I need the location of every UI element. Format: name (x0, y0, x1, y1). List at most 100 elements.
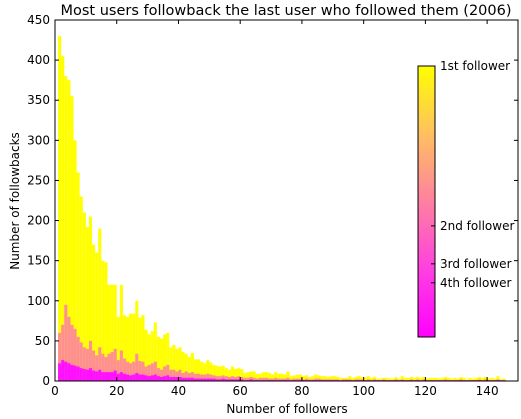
bar-4th-follower-40 (178, 376, 182, 381)
bar-1st-follower-68 (264, 372, 268, 381)
bar-1st-follower-1 (58, 36, 62, 382)
bar-2nd-follower-30 (147, 364, 151, 381)
bar-2nd-follower-56 (227, 376, 231, 381)
bar-2nd-follower-21 (119, 350, 123, 381)
bar-4th-follower-59 (237, 379, 241, 381)
colorbar-label-3: 3rd follower (440, 257, 512, 271)
bar-2nd-follower-79 (298, 378, 302, 381)
bar-2nd-follower-1 (58, 332, 62, 381)
bar-1st-follower-54 (221, 365, 225, 381)
x-tick-label: 20 (109, 384, 124, 398)
bar-1st-follower-125 (440, 377, 444, 381)
bar-1st-follower-56 (227, 369, 231, 381)
bar-2nd-follower-39 (175, 371, 179, 381)
bar-1st-follower-52 (215, 365, 219, 381)
bar-1st-follower-102 (369, 377, 373, 381)
bar-1st-follower-118 (419, 377, 423, 381)
bar-1st-follower-50 (209, 362, 213, 381)
x-tick-label: 140 (476, 384, 499, 398)
bar-4th-follower-15 (101, 372, 105, 381)
bar-2nd-follower-84 (314, 378, 318, 381)
bar-2nd-follower-27 (138, 360, 142, 381)
bar-4th-follower-27 (138, 374, 142, 381)
bar-1st-follower-73 (280, 373, 284, 381)
bar-2nd-follower-68 (264, 377, 268, 381)
bar-2nd-follower-53 (218, 376, 222, 381)
bar-4th-follower-29 (144, 375, 148, 381)
bar-1st-follower-53 (218, 366, 222, 381)
bar-2nd-follower-29 (144, 366, 148, 381)
bar-1st-follower-17 (107, 284, 111, 381)
bar-4th-follower-49 (206, 378, 210, 381)
bar-1st-follower-96 (351, 377, 355, 381)
bar-1st-follower-18 (110, 284, 114, 381)
bar-4th-follower-63 (249, 379, 253, 381)
bar-4th-follower-42 (184, 377, 188, 381)
bar-2nd-follower-69 (267, 378, 272, 381)
bar-4th-follower-26 (135, 372, 139, 381)
bar-4th-follower-12 (92, 370, 96, 381)
bar-1st-follower-86 (320, 376, 324, 381)
bar-1st-follower-132 (462, 377, 466, 381)
bar-2nd-follower-58 (234, 376, 238, 381)
bar-2nd-follower-48 (203, 374, 207, 381)
bar-4th-follower-9 (82, 368, 86, 381)
chart-title: Most users followback the last user who … (60, 3, 511, 19)
bar-2nd-follower-49 (206, 373, 210, 381)
bar-2nd-follower-54 (221, 375, 225, 381)
bar-2nd-follower-65 (255, 378, 259, 381)
bar-4th-follower-34 (159, 376, 164, 381)
colorbar-gradient (417, 65, 436, 338)
bar-1st-follower-25 (132, 313, 136, 381)
bar-2nd-follower-71 (274, 377, 278, 381)
bar-1st-follower-95 (348, 376, 352, 381)
bar-4th-follower-48 (203, 378, 207, 381)
bar-1st-follower-128 (450, 378, 454, 381)
bar-1st-follower-62 (246, 372, 250, 381)
bar-2nd-follower-62 (246, 377, 250, 381)
bar-4th-follower-55 (224, 379, 228, 381)
bar-2nd-follower-18 (110, 352, 114, 381)
bar-1st-follower-66 (258, 373, 262, 381)
bar-1st-follower-13 (95, 252, 99, 381)
bar-1st-follower-134 (468, 377, 472, 381)
x-tick-label: 100 (352, 384, 375, 398)
bar-1st-follower-47 (200, 361, 204, 381)
bar-2nd-follower-3 (64, 304, 68, 381)
bar-2nd-follower-67 (261, 377, 265, 381)
bar-1st-follower-139 (484, 376, 488, 381)
bar-1st-follower-84 (314, 374, 318, 381)
bar-4th-follower-43 (187, 377, 191, 381)
colorbar: 1st follower 2nd follower 3rd follower 4th … (417, 59, 514, 338)
bar-4th-follower-3 (64, 361, 68, 381)
bar-2nd-follower-74 (283, 378, 287, 381)
bar-2nd-follower-25 (132, 361, 136, 381)
bar-2nd-follower-51 (212, 375, 216, 381)
bar-1st-follower-91 (335, 376, 339, 381)
bar-1st-follower-114 (406, 377, 410, 381)
x-tick-label: 60 (233, 384, 248, 398)
bar-1st-follower-58 (234, 368, 238, 381)
bar-4th-follower-39 (175, 376, 179, 381)
bar-4th-follower-25 (132, 374, 136, 381)
bar-4th-follower-10 (85, 369, 89, 381)
bar-4th-follower-36 (166, 375, 170, 381)
bar-2nd-follower-42 (184, 371, 188, 381)
bar-1st-follower-124 (437, 378, 441, 381)
bar-2nd-follower-57 (230, 376, 235, 381)
bar-4th-follower-23 (125, 374, 130, 381)
bar-1st-follower-113 (403, 377, 407, 381)
bar-1st-follower-85 (317, 375, 321, 381)
bar-2nd-follower-19 (113, 348, 117, 381)
bar-2nd-follower-9 (82, 347, 86, 381)
bar-4th-follower-24 (129, 375, 133, 381)
bar-1st-follower-14 (98, 228, 102, 381)
bar-1st-follower-122 (431, 377, 435, 381)
bar-2nd-follower-70 (271, 378, 275, 381)
bar-1st-follower-115 (409, 376, 414, 381)
bar-4th-follower-45 (193, 378, 197, 381)
bar-1st-follower-131 (459, 376, 463, 381)
bar-1st-follower-22 (122, 315, 126, 381)
bar-4th-follower-47 (200, 378, 204, 381)
bar-2nd-follower-50 (209, 374, 213, 381)
